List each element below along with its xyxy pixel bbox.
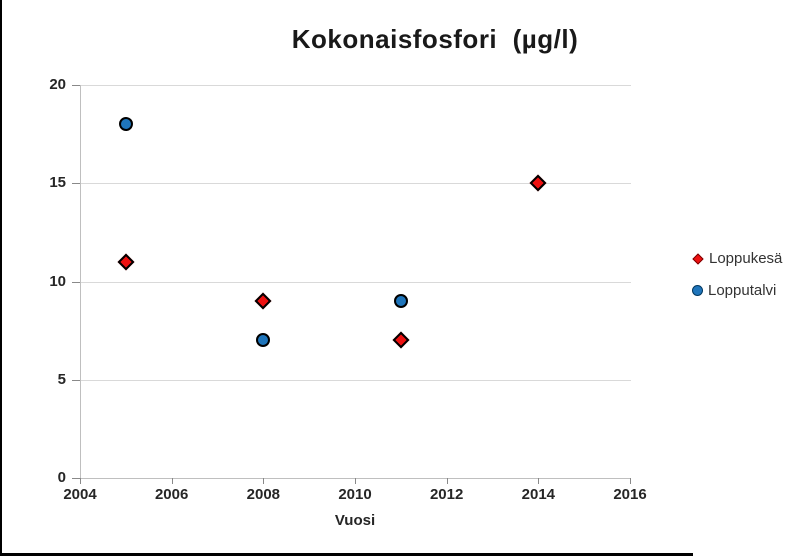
x-tick-label: 2014 [521,486,556,503]
legend-item: Lopputalvi [692,282,782,299]
legend-label: Loppukesä [709,250,783,267]
diamond-icon [692,252,704,265]
chart-frame-bottom [0,553,693,556]
legend-item: Loppukesä [692,250,782,267]
data-point [256,333,271,348]
data-point [117,253,135,271]
y-axis [80,85,81,479]
circle-icon [692,285,703,296]
x-axis-title: Vuosi [334,512,376,529]
gridline [81,183,631,185]
x-tick-mark [263,478,265,484]
x-tick-mark [630,478,631,484]
data-point [529,174,547,192]
x-tick-label: 2008 [246,486,281,503]
x-tick-mark [538,478,540,484]
x-tick-label: 2012 [429,486,464,503]
chart-title: Kokonaisfosfori (µg/l) [291,24,579,54]
chart-frame-left [0,0,2,556]
y-tick-label: 10 [49,272,66,290]
y-tick-label: 20 [49,76,66,93]
gridline [81,281,631,283]
x-tick-label: 2006 [154,486,189,503]
x-tick-mark [171,478,173,484]
x-tick-mark [446,478,448,484]
x-tick-mark [355,478,356,484]
x-tick-label: 2010 [338,486,372,503]
data-point [254,292,272,310]
data-point [118,117,133,132]
y-tick-mark [72,183,80,185]
y-tick-mark [72,478,80,479]
x-tick-label: 2004 [63,486,97,503]
x-tick-mark [80,478,81,484]
legend-label: Lopputalvi [708,282,777,299]
y-tick-mark [72,85,80,86]
y-tick-label: 5 [57,370,66,388]
x-tick-label: 2016 [613,486,647,503]
y-tick-mark [72,379,80,381]
data-point [393,294,408,309]
y-tick-label: 0 [57,469,66,486]
gridline [81,85,631,86]
y-tick-label: 15 [49,174,66,192]
legend: Loppukesä Lopputalvi [692,250,782,299]
data-point [392,331,410,349]
y-tick-mark [72,281,80,283]
gridline [81,379,631,381]
